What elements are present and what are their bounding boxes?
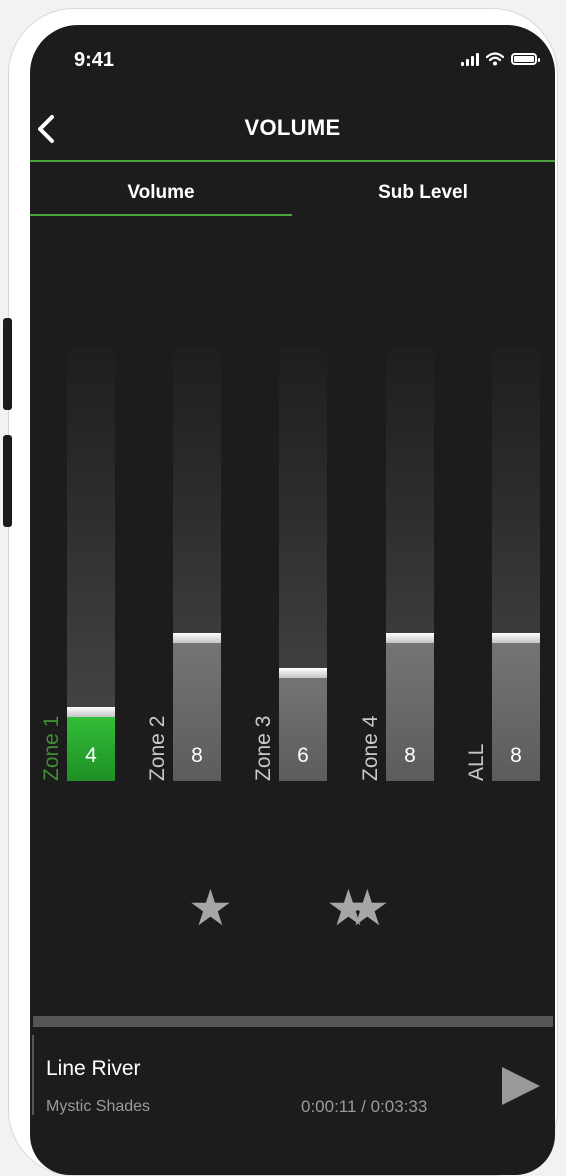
zone-label: Zone 3: [252, 715, 275, 781]
zone-label: Zone 4: [359, 715, 382, 781]
now-playing-accent: [32, 1035, 34, 1115]
star-icon[interactable]: ★: [188, 880, 233, 936]
zone-label: ALL: [465, 743, 488, 781]
slider-handle[interactable]: [67, 707, 115, 717]
zone-value: 6: [297, 744, 309, 767]
double-star-icon[interactable]: ★★: [326, 880, 389, 936]
header-divider: [30, 160, 555, 162]
slider-handle[interactable]: [279, 668, 327, 678]
zone-slider[interactable]: 8: [173, 347, 221, 781]
play-icon: [502, 1067, 540, 1105]
tab-sub-level[interactable]: Sub Level: [378, 182, 468, 203]
zone-slider[interactable]: 8: [492, 347, 540, 781]
chevron-left-icon: [38, 115, 54, 143]
cellular-signal-icon: [461, 52, 479, 66]
slider-fill: [67, 707, 115, 781]
slider-fill: [173, 633, 221, 781]
zone-value: 4: [85, 744, 97, 767]
artist-name: Mystic Shades: [46, 1098, 151, 1115]
zone-slider[interactable]: 4: [67, 347, 115, 781]
volume-up-hardware-button: [3, 318, 12, 410]
slider-fill: [492, 633, 540, 781]
app-screen: 9:41 VOLUME Volume Sub Level 4 Zone 1 8 Zon…: [30, 25, 555, 1175]
zone-label: Zone 2: [146, 715, 169, 781]
slider-handle[interactable]: [492, 633, 540, 643]
active-tab-indicator: [30, 214, 292, 216]
battery-icon: [511, 53, 540, 65]
slider-fill: [279, 668, 327, 781]
play-button[interactable]: [500, 1065, 542, 1107]
track-time: 0:00:11 / 0:03:33: [301, 1097, 428, 1116]
zone-label: Zone 1: [40, 715, 63, 781]
slider-handle[interactable]: [173, 633, 221, 643]
volume-down-hardware-button: [3, 435, 12, 527]
zone-value: 8: [510, 744, 522, 767]
zone-slider[interactable]: 6: [279, 347, 327, 781]
page-title: VOLUME: [244, 115, 341, 140]
zone-slider[interactable]: 8: [386, 347, 434, 781]
track-title: Line River: [46, 1057, 141, 1080]
slider-fill: [386, 633, 434, 781]
back-button[interactable]: [32, 109, 62, 149]
status-time: 9:41: [74, 49, 115, 71]
status-icons: [461, 52, 540, 66]
wifi-icon: [486, 52, 504, 66]
zone-value: 8: [404, 744, 416, 767]
slider-handle[interactable]: [386, 633, 434, 643]
playback-progress-bar[interactable]: [33, 1016, 553, 1027]
tab-volume[interactable]: Volume: [127, 182, 195, 203]
zone-value: 8: [191, 744, 203, 767]
